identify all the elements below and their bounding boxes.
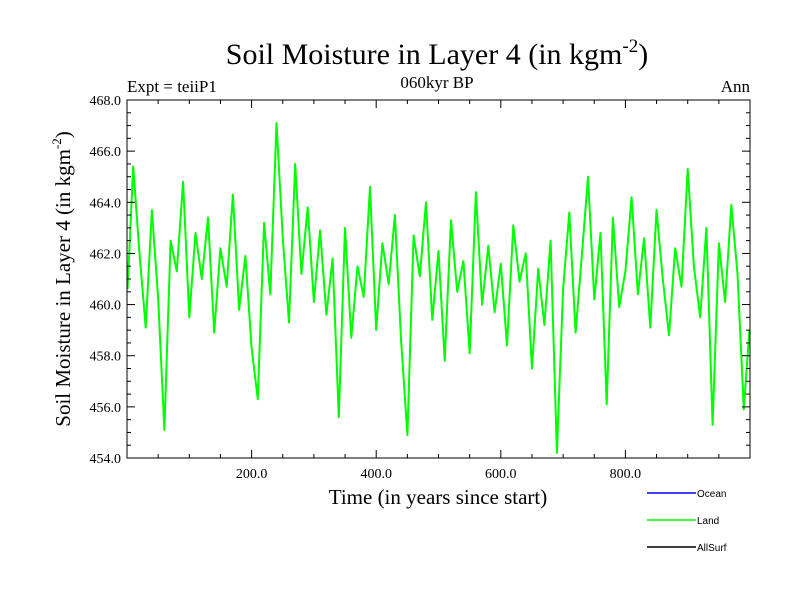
y-tick-label: 466.0 — [90, 145, 122, 160]
x-tick-label: 400.0 — [360, 467, 392, 482]
series-line-land — [126, 122, 751, 454]
x-tick-label: 200.0 — [236, 467, 268, 482]
chart-title-superscript: -2 — [622, 36, 638, 57]
x-tick-label: 800.0 — [610, 467, 642, 482]
y-tick-label: 454.0 — [90, 452, 122, 467]
chart-subtitle: 060kyr BP — [400, 73, 473, 92]
plot-area: 200.0 400.0 600.0 800.0 454.0 456.0 458.0 460.0… — [90, 94, 751, 482]
legend-label-land: Land — [697, 516, 719, 527]
chart-title: Soil Moisture in Layer 4 (in kgm-2) — [226, 36, 648, 71]
y-tick-label: 456.0 — [90, 401, 122, 416]
experiment-label: Expt = teiiP1 — [127, 77, 217, 96]
y-tick-label: 460.0 — [90, 299, 122, 314]
plot-frame — [126, 99, 751, 459]
series-layer — [126, 122, 751, 454]
x-tick-label: 600.0 — [485, 467, 517, 482]
legend-label-allsurf: AllSurf — [697, 543, 727, 554]
y-axis-label: Soil Moisture in Layer 4 (in kgm-2) — [49, 131, 75, 426]
y-axis-label-superscript: -2 — [49, 138, 64, 149]
legend: Ocean Land AllSurf — [647, 489, 727, 554]
legend-label-ocean: Ocean — [697, 489, 726, 500]
y-tick-label: 464.0 — [90, 196, 122, 211]
ticks-layer: 200.0 400.0 600.0 800.0 454.0 456.0 458.0 460.0… — [90, 94, 750, 482]
y-tick-label: 462.0 — [90, 247, 122, 262]
chart-title-close: ) — [638, 38, 648, 71]
y-tick-label: 468.0 — [90, 94, 122, 109]
y-axis-label-close: ) — [51, 131, 75, 138]
season-label: Ann — [721, 77, 751, 96]
y-tick-label: 458.0 — [90, 350, 122, 365]
x-axis-label: Time (in years since start) — [329, 485, 548, 509]
